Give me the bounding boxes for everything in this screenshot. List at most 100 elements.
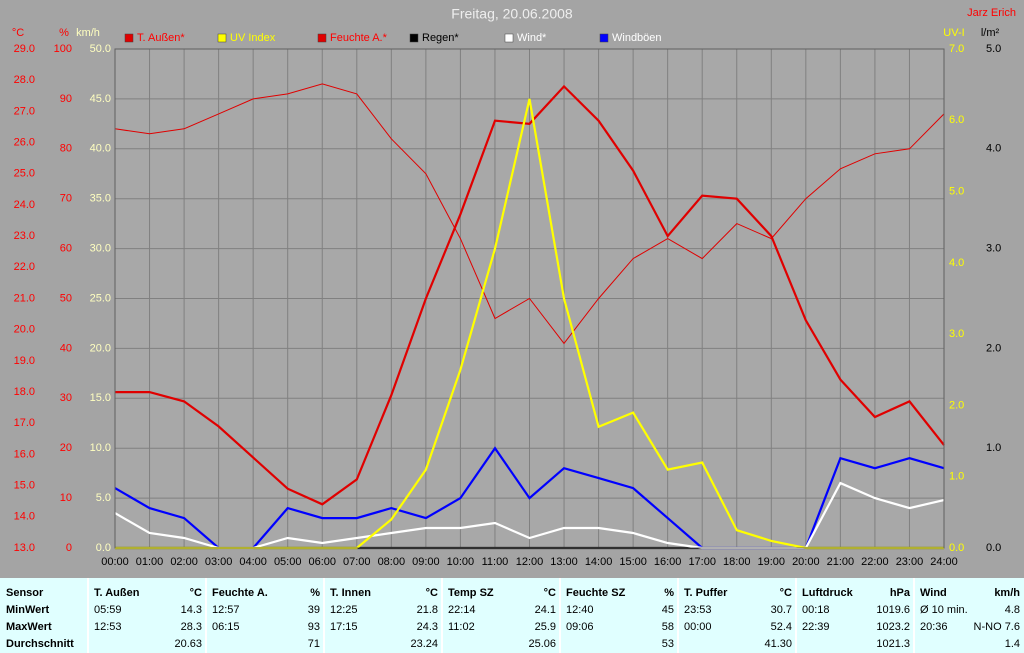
separator — [913, 578, 915, 653]
y-tick-label: 28.0 — [14, 74, 35, 86]
group-name: T. Außen — [94, 587, 140, 599]
y-tick-label: 40 — [60, 342, 72, 354]
cell-time: 12:57 — [212, 604, 240, 616]
separator — [87, 578, 89, 653]
x-tick-label: 13:00 — [550, 556, 578, 568]
axis-title: km/h — [76, 27, 100, 39]
group-name: Feuchte SZ — [566, 587, 626, 599]
y-tick-label: 30 — [60, 392, 72, 404]
group-unit: °C — [189, 587, 202, 599]
author: Jarz Erich — [967, 7, 1016, 19]
group-unit: °C — [425, 587, 438, 599]
y-tick-label: 16.0 — [14, 448, 35, 460]
legend-swatch — [217, 33, 227, 43]
y-tick-label: 6.0 — [949, 114, 964, 126]
y-tick-label: 5.0 — [986, 43, 1001, 55]
cell-value: 28.3 — [180, 621, 202, 633]
axis-title: UV-I — [943, 27, 964, 39]
group-name: Temp SZ — [448, 587, 494, 599]
y-tick-label: 2.0 — [949, 399, 964, 411]
row-label: MaxWert — [6, 621, 52, 633]
cell-time: 12:25 — [330, 604, 358, 616]
y-tick-label: 15.0 — [14, 480, 35, 492]
cell-time: 05:59 — [94, 604, 122, 616]
y-tick-label: 35.0 — [90, 193, 111, 205]
y-tick-label: 4.0 — [949, 257, 964, 269]
group-name: Luftdruck — [802, 587, 853, 599]
y-tick-label: 19.0 — [14, 355, 35, 367]
cell-time: 20:36 — [920, 621, 948, 633]
group-unit: °C — [543, 587, 556, 599]
y-tick-label: 0 — [66, 542, 72, 554]
cell-value: N-NO 7.6 — [973, 621, 1020, 633]
cell-value: 45 — [661, 604, 674, 616]
x-tick-label: 10:00 — [447, 556, 475, 568]
y-tick-label: 25.0 — [14, 168, 35, 180]
cell-value: 93 — [307, 621, 320, 633]
x-tick-label: 15:00 — [619, 556, 647, 568]
legend-swatch — [599, 33, 609, 43]
x-tick-label: 20:00 — [792, 556, 820, 568]
cell-time: Ø 10 min. — [920, 604, 968, 616]
cell-value: 1.4 — [1004, 638, 1020, 650]
legend-label: Wind* — [517, 32, 547, 44]
group-name: Feuchte A. — [212, 587, 268, 599]
series-line — [114, 83, 945, 345]
x-tick-label: 22:00 — [861, 556, 889, 568]
cell-time: 06:15 — [212, 621, 240, 633]
y-tick-label: 1.0 — [986, 442, 1001, 454]
cell-time: 00:00 — [684, 621, 712, 633]
y-tick-label: 7.0 — [949, 43, 964, 55]
axis-title: °C — [12, 27, 24, 39]
cell-time: 09:06 — [566, 621, 594, 633]
y-tick-label: 13.0 — [14, 542, 35, 554]
cell-value: 71 — [307, 638, 320, 650]
legend-label: Feuchte A.* — [330, 32, 388, 44]
cell-value: 1023.2 — [876, 621, 910, 633]
y-tick-label: 5.0 — [949, 185, 964, 197]
y-tick-label: 3.0 — [949, 328, 964, 340]
legend-label: Windböen — [612, 32, 662, 44]
cell-value: 1019.6 — [876, 604, 910, 616]
cell-time: 22:39 — [802, 621, 830, 633]
y-tick-label: 25.0 — [90, 292, 111, 304]
cell-value: 52.4 — [770, 621, 792, 633]
y-tick-label: 23.0 — [14, 230, 35, 242]
y-tick-label: 5.0 — [96, 492, 111, 504]
group-unit: % — [664, 587, 674, 599]
y-tick-label: 0.0 — [986, 542, 1001, 554]
y-tick-label: 70 — [60, 193, 72, 205]
y-tick-label: 3.0 — [986, 243, 1001, 255]
x-tick-label: 16:00 — [654, 556, 682, 568]
x-tick-label: 00:00 — [101, 556, 129, 568]
cell-value: 24.3 — [416, 621, 438, 633]
y-tick-label: 0.0 — [949, 542, 964, 554]
legend-swatch — [124, 33, 134, 43]
group-unit: °C — [779, 587, 792, 599]
legend-label: Regen* — [422, 32, 459, 44]
x-tick-label: 09:00 — [412, 556, 440, 568]
cell-value: 58 — [661, 621, 674, 633]
y-tick-label: 10 — [60, 492, 72, 504]
group-name: Wind — [920, 587, 947, 599]
series-line — [115, 84, 945, 506]
cell-time: 17:15 — [330, 621, 358, 633]
cell-value: 39 — [307, 604, 320, 616]
x-tick-label: 06:00 — [308, 556, 336, 568]
x-tick-label: 04:00 — [239, 556, 267, 568]
table-header: Sensor — [6, 587, 44, 599]
cell-value: 25.9 — [534, 621, 556, 633]
y-tick-label: 80 — [60, 143, 72, 155]
x-tick-label: 12:00 — [516, 556, 544, 568]
y-tick-label: 60 — [60, 243, 72, 255]
cell-value: 25.06 — [528, 638, 556, 650]
y-tick-label: 100 — [54, 43, 72, 55]
y-tick-label: 15.0 — [90, 392, 111, 404]
x-tick-label: 14:00 — [585, 556, 613, 568]
y-tick-label: 50.0 — [90, 43, 111, 55]
y-tick-label: 26.0 — [14, 136, 35, 148]
separator — [795, 578, 797, 653]
separator — [205, 578, 207, 653]
chart: Freitag, 20.06.2008 Jarz Erich 00:00 01:0… — [11, 5, 1016, 568]
